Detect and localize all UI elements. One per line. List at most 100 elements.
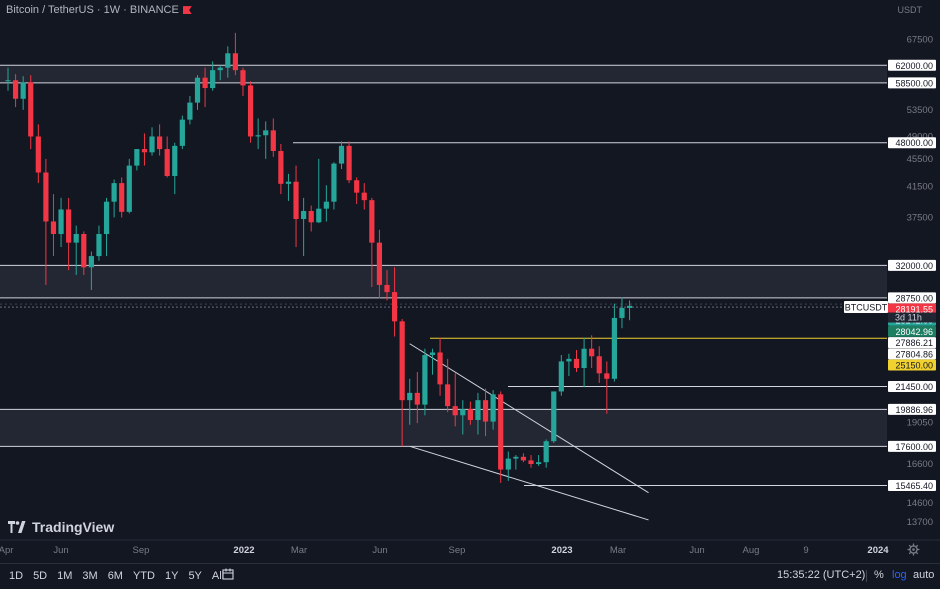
candle-body[interactable]	[111, 183, 117, 202]
candle-body[interactable]	[626, 305, 633, 308]
candle-body[interactable]	[5, 80, 11, 82]
candle-body[interactable]	[28, 82, 34, 137]
candle-body[interactable]	[543, 441, 549, 463]
candle-body[interactable]	[604, 373, 610, 379]
candle-body[interactable]	[66, 209, 72, 243]
candle-body[interactable]	[498, 394, 504, 470]
candle-body[interactable]	[369, 200, 375, 243]
candle-body[interactable]	[247, 85, 254, 137]
candle-body[interactable]	[217, 67, 223, 71]
candle-body[interactable]	[96, 233, 102, 257]
tradingview-logo[interactable]: TradingView	[8, 519, 114, 535]
range-6m-button[interactable]: 6M	[107, 570, 123, 582]
trend-line[interactable]	[409, 445, 649, 521]
candle-body[interactable]	[81, 233, 87, 268]
range-1m-button[interactable]: 1M	[57, 570, 73, 582]
candle-body[interactable]	[187, 102, 193, 120]
candle-body[interactable]	[210, 70, 216, 89]
candle-body[interactable]	[308, 211, 314, 223]
candle-body[interactable]	[323, 201, 329, 209]
clock-timezone[interactable]: 15:35:22 (UTC+2)	[777, 569, 866, 581]
symbol-header[interactable]: Bitcoin / TetherUS · 1W · BINANCE	[6, 4, 192, 16]
candle-body[interactable]	[278, 151, 284, 184]
candle-body[interactable]	[354, 180, 360, 193]
range-5y-button[interactable]: 5Y	[188, 570, 202, 582]
candle-body[interactable]	[255, 135, 261, 137]
candle-body[interactable]	[475, 400, 481, 420]
candle-body[interactable]	[119, 183, 125, 212]
range-ytd-button[interactable]: YTD	[132, 570, 155, 582]
range-all-button[interactable]: All	[211, 570, 225, 582]
candle-body[interactable]	[338, 145, 345, 164]
candle-body[interactable]	[157, 136, 163, 150]
candle-body[interactable]	[361, 192, 367, 201]
candle-body[interactable]	[240, 70, 246, 86]
candle-body[interactable]	[141, 149, 148, 153]
candle-body[interactable]	[103, 201, 110, 234]
candle-body[interactable]	[285, 181, 292, 184]
candle-body[interactable]	[452, 406, 458, 416]
range-1y-button[interactable]: 1Y	[164, 570, 179, 582]
auto-scale-toggle[interactable]: auto	[913, 569, 935, 581]
candle-body[interactable]	[414, 392, 420, 405]
candle-body[interactable]	[58, 209, 64, 234]
candle-body[interactable]	[293, 181, 299, 220]
percent-scale-toggle[interactable]: %	[874, 569, 884, 581]
candle-body[interactable]	[429, 352, 436, 355]
candle-body[interactable]	[73, 233, 79, 243]
candle-body[interactable]	[513, 456, 519, 459]
candle-body[interactable]	[611, 317, 617, 379]
candle-body[interactable]	[316, 208, 322, 223]
candle-body[interactable]	[225, 53, 231, 68]
candle-body[interactable]	[194, 77, 201, 103]
candle-body[interactable]	[301, 211, 307, 220]
log-scale-toggle[interactable]: log	[892, 569, 907, 581]
candle-body[interactable]	[12, 80, 19, 99]
flag-icon[interactable]	[182, 6, 192, 15]
candle-body[interactable]	[331, 163, 337, 202]
candlestick-chart[interactable]: 6750062000585005350049000455004150037500…	[0, 0, 940, 563]
candle-body[interactable]	[551, 391, 557, 442]
candle-body[interactable]	[490, 394, 496, 422]
range-3m-button[interactable]: 3M	[82, 570, 98, 582]
candle-body[interactable]	[35, 136, 41, 173]
candle-body[interactable]	[467, 409, 473, 420]
candle-body[interactable]	[126, 165, 132, 212]
candle-body[interactable]	[581, 348, 587, 368]
candle-body[interactable]	[505, 458, 511, 470]
candle-body[interactable]	[164, 149, 170, 176]
candle-body[interactable]	[422, 354, 428, 405]
candle-body[interactable]	[149, 136, 155, 153]
candle-body[interactable]	[399, 321, 405, 401]
candle-body[interactable]	[391, 292, 398, 322]
calendar-icon[interactable]	[222, 568, 234, 580]
candle-body[interactable]	[20, 82, 26, 99]
candle-body[interactable]	[376, 242, 383, 285]
candle-body[interactable]	[407, 392, 413, 401]
candle-body[interactable]	[596, 356, 602, 374]
price-scale-currency[interactable]: USDT	[897, 5, 923, 15]
candle-body[interactable]	[619, 307, 625, 318]
candle-body[interactable]	[528, 460, 534, 465]
candle-body[interactable]	[263, 130, 269, 136]
candle-body[interactable]	[172, 145, 178, 176]
candle-body[interactable]	[460, 409, 466, 416]
candle-body[interactable]	[384, 284, 390, 293]
candle-body[interactable]	[346, 145, 352, 181]
settings-gear-icon[interactable]	[907, 543, 920, 556]
candle-body[interactable]	[232, 53, 238, 71]
candle-body[interactable]	[437, 352, 443, 385]
candle-body[interactable]	[482, 400, 489, 422]
candle-body[interactable]	[566, 358, 572, 362]
range-1d-button[interactable]: 1D	[9, 570, 24, 582]
trend-line[interactable]	[409, 343, 649, 494]
candle-body[interactable]	[50, 221, 57, 234]
candle-body[interactable]	[445, 384, 451, 407]
candle-body[interactable]	[520, 456, 527, 461]
candle-body[interactable]	[589, 348, 595, 357]
candle-body[interactable]	[179, 119, 185, 146]
candle-body[interactable]	[202, 77, 208, 89]
candle-body[interactable]	[536, 462, 542, 465]
range-5d-button[interactable]: 5D	[33, 570, 48, 582]
